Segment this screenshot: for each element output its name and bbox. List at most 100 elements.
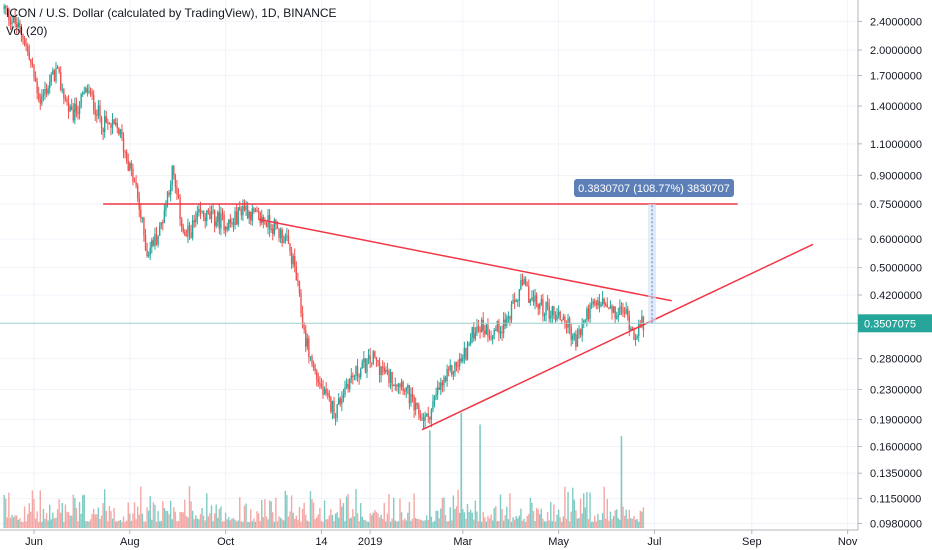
candle-body xyxy=(55,67,57,81)
volume-bar xyxy=(338,517,340,528)
candle-body xyxy=(243,205,246,211)
volume-bar xyxy=(108,505,111,528)
candle-body xyxy=(512,299,514,304)
candle-body xyxy=(9,19,12,25)
candle-body xyxy=(367,355,370,360)
volume-bar xyxy=(229,520,232,528)
volume-bar xyxy=(374,509,376,528)
volume-bar xyxy=(273,521,276,528)
candle-body xyxy=(349,378,351,390)
volume-bar xyxy=(521,520,524,528)
volume-bar xyxy=(581,513,583,528)
candle-body xyxy=(135,181,137,186)
candle-body xyxy=(215,221,217,227)
candle-body xyxy=(198,208,200,213)
volume-bar xyxy=(381,518,384,528)
candle-body xyxy=(444,377,447,382)
volume-bar xyxy=(162,501,164,528)
candle-body xyxy=(440,382,442,390)
volume-bar xyxy=(102,503,104,528)
price-tick-label: 0.1350000 xyxy=(870,468,922,480)
volume-bar xyxy=(171,519,173,528)
volume-bar xyxy=(410,520,412,528)
volume-bar xyxy=(105,510,107,528)
candle-body xyxy=(70,106,73,111)
symbol-title[interactable]: ICON / U.S. Dollar (calculated by Tradin… xyxy=(6,6,337,20)
candle-body xyxy=(127,160,129,171)
volume-bar xyxy=(89,519,92,528)
candle-body xyxy=(191,220,194,238)
candle-body xyxy=(601,298,604,304)
candle-body xyxy=(33,65,35,77)
volume-bar xyxy=(257,513,260,528)
candle-body xyxy=(394,384,396,386)
candle-body xyxy=(204,217,206,222)
volume-bar xyxy=(636,518,638,528)
volume-bar xyxy=(314,519,316,528)
volume-bar xyxy=(561,521,563,528)
time-tick-label: Mar xyxy=(453,536,472,548)
time-tick-label: May xyxy=(548,536,569,548)
candle-body xyxy=(338,398,340,405)
volume-bar xyxy=(331,515,334,528)
volume-indicator-label[interactable]: Vol (20) xyxy=(6,24,48,38)
volume-bar xyxy=(619,519,621,528)
candle-body xyxy=(392,384,395,386)
candle-body xyxy=(639,323,641,325)
candle-body xyxy=(498,321,500,334)
volume-bar xyxy=(353,516,356,528)
volume-bar xyxy=(228,517,230,528)
candle-body xyxy=(408,385,411,404)
candle-body xyxy=(590,304,593,306)
volume-bar xyxy=(144,521,147,528)
volume-bar xyxy=(97,507,100,528)
candle-body xyxy=(23,39,26,45)
candle-body xyxy=(146,249,148,257)
volume-spike xyxy=(460,413,463,528)
volume-bar xyxy=(328,515,330,528)
measure-range[interactable] xyxy=(648,203,656,324)
candle-body xyxy=(572,335,574,340)
volume-bar xyxy=(427,520,429,528)
candle-body xyxy=(487,324,489,337)
volume-bar xyxy=(110,510,112,528)
candle-body xyxy=(623,312,626,314)
candle-body xyxy=(443,377,445,386)
candle-body xyxy=(201,210,203,212)
volume-bar xyxy=(166,511,169,528)
candle-body xyxy=(454,362,456,373)
price-tick-label: 1.7000000 xyxy=(870,71,922,83)
candle-body xyxy=(306,338,309,347)
volume-bar xyxy=(540,508,543,528)
candle-body xyxy=(526,285,528,287)
volume-bar xyxy=(614,510,616,528)
candle-body xyxy=(438,387,440,390)
volume-bar xyxy=(418,518,420,528)
trendline-ascending[interactable] xyxy=(421,243,814,431)
volume-bar xyxy=(490,514,492,528)
candle-body xyxy=(158,226,161,236)
volume-bar xyxy=(83,494,85,528)
candle-body xyxy=(180,219,183,227)
candle-body xyxy=(452,372,455,375)
candle-body xyxy=(147,254,150,257)
candle-body xyxy=(94,110,96,115)
trendline-descending[interactable] xyxy=(258,218,672,302)
candle-body xyxy=(177,194,180,197)
candle-body xyxy=(576,334,579,347)
candle-body xyxy=(278,228,280,238)
volume-bar xyxy=(488,518,491,528)
volume-bar xyxy=(386,513,389,528)
volume-bar xyxy=(385,521,387,528)
candle-body xyxy=(559,311,561,320)
candle-body xyxy=(463,347,466,358)
volume-bar xyxy=(433,520,436,528)
candle-body xyxy=(543,314,546,316)
volume-bar xyxy=(515,516,517,528)
candle-body xyxy=(281,229,283,244)
volume-bar xyxy=(103,489,106,528)
candle-body xyxy=(375,357,378,360)
volume-bar xyxy=(352,509,354,528)
